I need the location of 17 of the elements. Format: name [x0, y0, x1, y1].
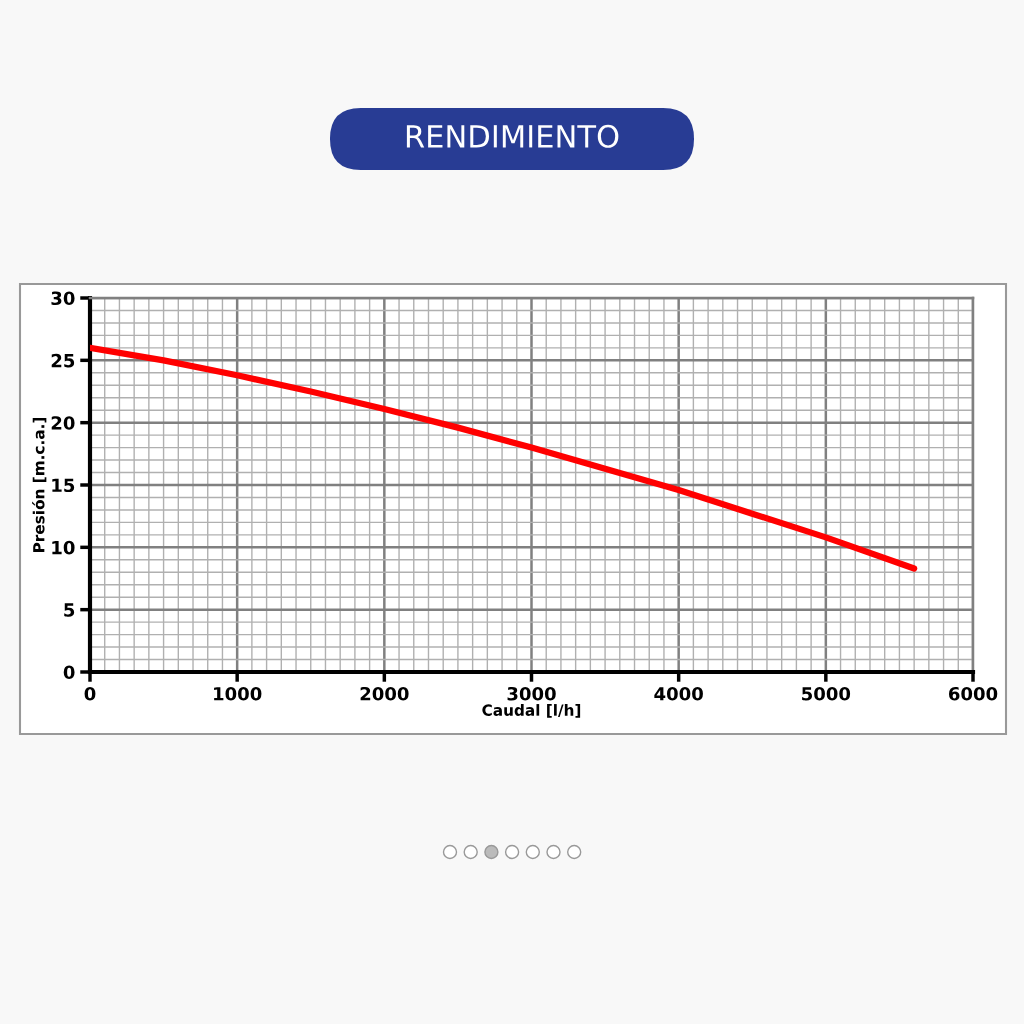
- y-tick-label: 25: [51, 353, 75, 368]
- y-tick-label: 20: [51, 416, 75, 430]
- x-tick-label: 3000: [507, 686, 556, 701]
- y-tick-label: 5: [64, 603, 75, 617]
- y-axis-title: Presión [m.c.a.]: [32, 417, 47, 552]
- y-tick-label: 10: [52, 540, 75, 555]
- x-tick-label: 6000: [948, 686, 998, 701]
- x-tick-label: 5000: [802, 686, 851, 701]
- chart-title: RENDIMIENTO: [406, 124, 619, 148]
- y-tick-label: 30: [51, 291, 75, 306]
- y-tick-label: 15: [52, 478, 75, 493]
- x-tick-label: 4000: [654, 686, 703, 701]
- x-tick-label: 0: [84, 686, 96, 701]
- x-tick-label: 2000: [360, 686, 409, 701]
- x-tick-label: 1000: [214, 686, 262, 701]
- x-axis-title: Caudal [l/h]: [482, 704, 581, 718]
- y-tick-label: 0: [63, 665, 75, 680]
